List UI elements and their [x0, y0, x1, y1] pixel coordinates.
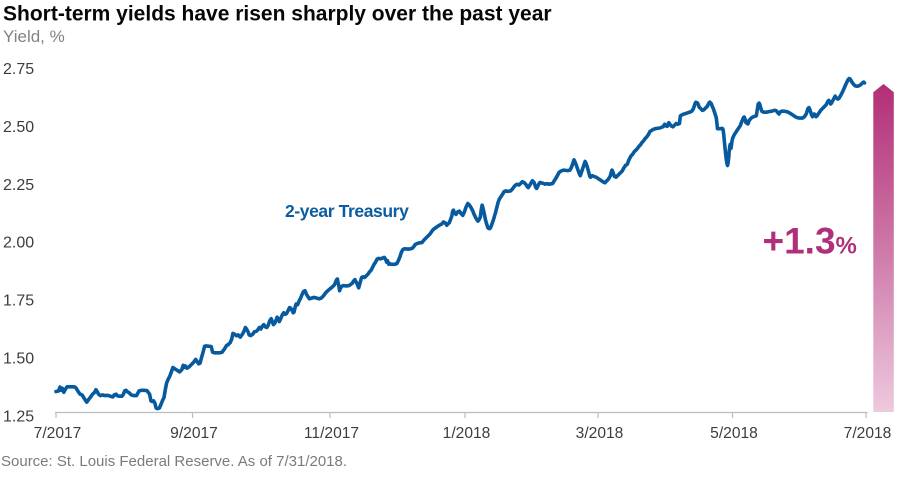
svg-text:Short-term yields have risen s: Short-term yields have risen sharply ove… [3, 2, 552, 25]
svg-text:1/2018: 1/2018 [443, 425, 491, 442]
svg-text:2.75: 2.75 [3, 61, 34, 78]
svg-text:11/2017: 11/2017 [304, 425, 359, 442]
svg-text:2.25: 2.25 [3, 177, 34, 194]
svg-text:2-year Treasury: 2-year Treasury [285, 201, 409, 221]
svg-text:9/2017: 9/2017 [170, 425, 218, 442]
svg-text:3/2018: 3/2018 [576, 425, 624, 442]
svg-text:1.75: 1.75 [3, 293, 34, 310]
svg-text:Yield, %: Yield, % [3, 27, 65, 46]
svg-text:7/2017: 7/2017 [34, 425, 82, 442]
svg-text:+1.3%: +1.3% [763, 221, 857, 262]
svg-text:2.00: 2.00 [3, 235, 34, 252]
svg-text:Source: St. Louis Federal Rese: Source: St. Louis Federal Reserve. As of… [1, 453, 347, 470]
svg-text:1.50: 1.50 [3, 351, 34, 368]
svg-text:2.50: 2.50 [3, 119, 34, 136]
svg-text:1.25: 1.25 [3, 408, 34, 425]
svg-text:5/2018: 5/2018 [710, 425, 758, 442]
svg-text:7/2018: 7/2018 [844, 425, 892, 442]
